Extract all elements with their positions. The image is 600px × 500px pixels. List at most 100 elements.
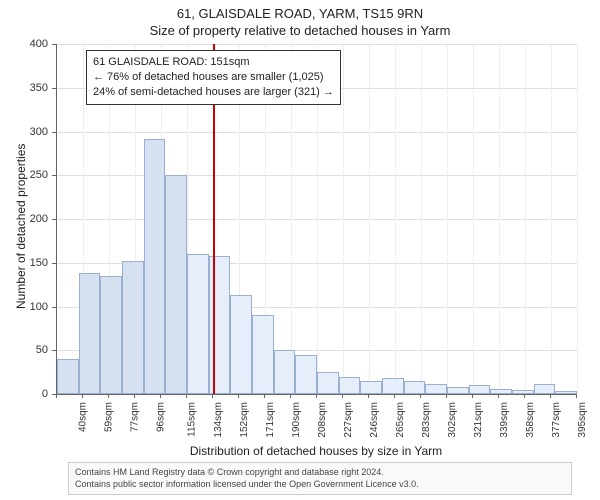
histogram-bar xyxy=(490,389,512,394)
x-tick-mark xyxy=(472,394,473,398)
x-tick-label: 358sqm xyxy=(525,402,536,438)
y-tick-mark xyxy=(52,307,56,308)
x-tick-label: 339sqm xyxy=(499,402,510,438)
x-tick-label: 77sqm xyxy=(130,402,141,432)
x-tick-label: 302sqm xyxy=(447,402,458,438)
y-tick-label: 50 xyxy=(18,344,48,356)
x-tick-label: 96sqm xyxy=(156,402,167,432)
x-tick-mark xyxy=(368,394,369,398)
x-tick-mark xyxy=(524,394,525,398)
legend-line-2: ← 76% of detached houses are smaller (1,… xyxy=(93,70,334,85)
x-tick-mark xyxy=(316,394,317,398)
gridline-v xyxy=(473,44,474,394)
x-tick-label: 40sqm xyxy=(78,402,89,432)
x-tick-label: 59sqm xyxy=(104,402,115,432)
x-tick-label: 265sqm xyxy=(395,402,406,438)
x-tick-label: 208sqm xyxy=(317,402,328,438)
x-tick-label: 227sqm xyxy=(343,402,354,438)
histogram-bar xyxy=(187,254,209,394)
x-tick-label: 321sqm xyxy=(473,402,484,438)
gridline-v xyxy=(343,44,344,394)
x-tick-mark xyxy=(160,394,161,398)
histogram-bar xyxy=(555,391,577,395)
x-tick-mark xyxy=(134,394,135,398)
x-tick-mark xyxy=(420,394,421,398)
y-tick-label: 150 xyxy=(18,257,48,269)
x-tick-label: 171sqm xyxy=(265,402,276,438)
y-tick-label: 350 xyxy=(18,82,48,94)
histogram-bar xyxy=(274,350,296,394)
histogram-bar xyxy=(57,359,79,394)
x-tick-mark xyxy=(290,394,291,398)
histogram-bar xyxy=(512,390,534,394)
y-tick-label: 100 xyxy=(18,301,48,313)
chart-subtitle: Size of property relative to detached ho… xyxy=(0,21,600,38)
x-tick-mark xyxy=(82,394,83,398)
legend-line-1: 61 GLAISDALE ROAD: 151sqm xyxy=(93,55,334,70)
x-tick-label: 115sqm xyxy=(186,402,197,437)
x-tick-mark xyxy=(186,394,187,398)
histogram-bar xyxy=(165,175,187,394)
x-tick-label: 246sqm xyxy=(369,402,380,438)
histogram-bar xyxy=(469,385,491,394)
gridline-v xyxy=(525,44,526,394)
y-tick-mark xyxy=(52,175,56,176)
histogram-bar xyxy=(360,381,382,394)
x-tick-mark xyxy=(550,394,551,398)
y-tick-mark xyxy=(52,219,56,220)
y-tick-mark xyxy=(52,88,56,89)
x-tick-label: 283sqm xyxy=(421,402,432,438)
histogram-bar xyxy=(534,384,556,395)
gridline-v xyxy=(369,44,370,394)
x-tick-mark xyxy=(238,394,239,398)
x-tick-label: 134sqm xyxy=(213,402,224,438)
y-tick-label: 200 xyxy=(18,213,48,225)
x-tick-mark xyxy=(212,394,213,398)
gridline-v xyxy=(421,44,422,394)
y-tick-mark xyxy=(52,44,56,45)
histogram-bar xyxy=(122,261,144,394)
histogram-bar xyxy=(295,355,317,394)
histogram-bar xyxy=(339,377,361,395)
histogram-bar xyxy=(382,378,404,394)
x-axis-label: Distribution of detached houses by size … xyxy=(56,444,576,458)
y-tick-label: 400 xyxy=(18,38,48,50)
x-tick-label: 377sqm xyxy=(551,402,562,438)
attribution-footer: Contains HM Land Registry data © Crown c… xyxy=(68,462,572,495)
x-tick-label: 190sqm xyxy=(291,402,302,438)
x-tick-mark xyxy=(56,394,57,398)
histogram-bar xyxy=(317,372,339,394)
y-tick-label: 250 xyxy=(18,169,48,181)
gridline-v xyxy=(447,44,448,394)
y-tick-mark xyxy=(52,132,56,133)
gridline-v xyxy=(499,44,500,394)
footer-line-2: Contains public sector information licen… xyxy=(75,479,565,491)
histogram-bar xyxy=(230,295,252,394)
x-tick-mark xyxy=(394,394,395,398)
gridline-v xyxy=(551,44,552,394)
histogram-bar xyxy=(100,276,122,394)
y-tick-label: 300 xyxy=(18,126,48,138)
property-size-chart: 61, GLAISDALE ROAD, YARM, TS15 9RN Size … xyxy=(0,0,600,500)
x-tick-label: 152sqm xyxy=(239,402,250,438)
x-tick-mark xyxy=(498,394,499,398)
x-tick-mark xyxy=(576,394,577,398)
histogram-bar xyxy=(425,384,447,395)
x-tick-mark xyxy=(446,394,447,398)
x-tick-label: 395sqm xyxy=(577,402,588,438)
y-tick-mark xyxy=(52,263,56,264)
histogram-bar xyxy=(447,387,469,394)
histogram-bar xyxy=(79,273,101,394)
y-tick-mark xyxy=(52,350,56,351)
gridline-v xyxy=(577,44,578,394)
y-tick-label: 0 xyxy=(18,388,48,400)
legend-box: 61 GLAISDALE ROAD: 151sqm ← 76% of detac… xyxy=(86,50,341,105)
footer-line-1: Contains HM Land Registry data © Crown c… xyxy=(75,467,565,479)
x-tick-mark xyxy=(264,394,265,398)
x-tick-mark xyxy=(108,394,109,398)
legend-line-3: 24% of semi-detached houses are larger (… xyxy=(93,85,334,100)
x-tick-mark xyxy=(342,394,343,398)
histogram-bar xyxy=(404,381,426,394)
chart-title-address: 61, GLAISDALE ROAD, YARM, TS15 9RN xyxy=(0,0,600,21)
histogram-bar xyxy=(252,315,274,394)
